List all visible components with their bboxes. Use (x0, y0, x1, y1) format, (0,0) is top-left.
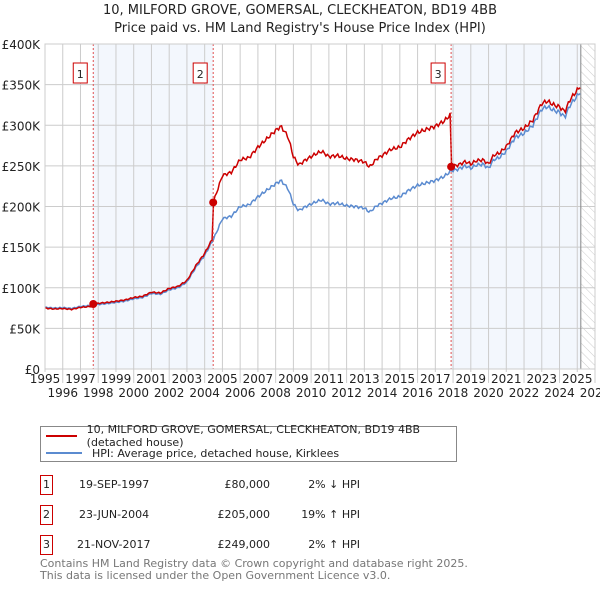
x-tick-label: 2007 (243, 372, 274, 386)
x-tick-label: 2004 (189, 386, 220, 400)
x-tick-label: 2023 (527, 372, 558, 386)
x-tick-label: 2015 (385, 372, 416, 386)
legend-item-property: 10, MILFORD GROVE, GOMERSAL, CLECKHEATON… (41, 423, 456, 449)
x-tick-label: 2005 (207, 372, 238, 386)
x-tick-label: 2016 (402, 386, 433, 400)
sale-hpi-diff: 2% ↓ HPI (308, 478, 360, 491)
x-tick-label: 1998 (83, 386, 114, 400)
x-tick-label: 2012 (331, 386, 362, 400)
x-tick-label: 1997 (65, 372, 96, 386)
sale-price: £249,000 (217, 538, 271, 551)
y-tick-label: £300K (2, 119, 42, 133)
x-tick-label: 2002 (154, 386, 185, 400)
sale-label-box (192, 62, 208, 84)
sale-price: £205,000 (217, 508, 271, 521)
footer-licence: This data is licensed under the Open Gov… (40, 569, 391, 582)
x-tick-label: 2006 (225, 386, 256, 400)
blue-line-swatch (46, 452, 82, 454)
legend-label-hpi: HPI: Average price, detached house, Kirk… (92, 446, 340, 460)
sale-label: 2 (197, 68, 204, 81)
x-tick-label: 2009 (278, 372, 309, 386)
legend-label-property: 10, MILFORD GROVE, GOMERSAL, CLECKHEATON… (86, 423, 421, 449)
sale-label-box (72, 62, 88, 84)
x-tick-label: 2014 (367, 386, 398, 400)
x-tick-label: 2019 (456, 372, 487, 386)
title-subtitle: Price paid vs. HM Land Registry's House … (114, 21, 486, 36)
y-tick-label: £350K (2, 79, 42, 93)
x-tick-label: 2000 (118, 386, 149, 400)
chart-title: 10, MILFORD GROVE, GOMERSAL, CLECKHEATON… (0, 2, 600, 38)
legend: 10, MILFORD GROVE, GOMERSAL, CLECKHEATON… (40, 423, 457, 462)
x-tick-label: 2008 (260, 386, 291, 400)
sale-point (89, 300, 98, 308)
sale-point (209, 198, 218, 207)
x-tick-label: 1996 (47, 386, 78, 400)
y-tick-label: £200K (2, 201, 42, 215)
sale-hpi-diff: 19% ↑ HPI (301, 508, 360, 521)
property-price-line (44, 86, 581, 311)
x-tick-label: 2001 (136, 372, 167, 386)
sale-marker-badge: 3 (40, 535, 53, 555)
legend-item-hpi: HPI: Average price, detached house, Kirk… (41, 445, 339, 461)
sale-marker-badge: 2 (40, 505, 53, 525)
x-tick-label: 2022 (509, 386, 540, 400)
x-tick-label: 2020 (473, 386, 504, 400)
y-tick-label: £150K (2, 241, 42, 255)
title-address: 10, MILFORD GROVE, GOMERSAL, CLECKHEATON… (102, 3, 497, 18)
y-tick-label: £250K (2, 160, 42, 174)
sale-point (447, 162, 456, 171)
price-chart: 1995199619971998199920002001200220032004… (2, 38, 600, 400)
y-tick-label: £400K (2, 38, 42, 52)
x-tick-label: 2013 (349, 372, 380, 386)
x-tick-label: 1999 (101, 372, 132, 386)
plot-border (44, 43, 596, 370)
sale-hpi-diff: 2% ↑ HPI (308, 538, 360, 551)
x-tick-label: 1995 (30, 372, 61, 386)
sale-date: 23-JUN-2004 (79, 508, 150, 521)
sale-marker-badge: 1 (40, 475, 53, 495)
red-line-swatch (46, 435, 77, 437)
footer: Contains HM Land Registry data © Crown c… (40, 558, 468, 582)
y-tick-label: £0 (25, 363, 40, 377)
y-tick-label: £50K (9, 322, 41, 336)
x-tick-label: 2017 (420, 372, 451, 386)
x-tick-label: 2021 (491, 372, 522, 386)
footer-copyright: Contains HM Land Registry data © Crown c… (40, 557, 468, 570)
x-tick-label: 2003 (172, 372, 203, 386)
sale-label: 1 (77, 68, 84, 81)
x-tick-label: 2025 (562, 372, 593, 386)
sale-label-box (430, 62, 446, 84)
sale-date: 19-SEP-1997 (79, 478, 150, 491)
sale-date: 21-NOV-2017 (77, 538, 151, 551)
hpi-line (44, 92, 581, 310)
x-tick-label: 2010 (296, 386, 327, 400)
x-tick-label: 2018 (438, 386, 469, 400)
y-tick-label: £100K (2, 282, 42, 296)
sale-price: £80,000 (224, 478, 271, 491)
x-tick-label: 2024 (544, 386, 575, 400)
x-tick-label: 2026 (580, 386, 600, 400)
sale-label: 3 (435, 68, 442, 81)
x-tick-label: 2011 (314, 372, 345, 386)
